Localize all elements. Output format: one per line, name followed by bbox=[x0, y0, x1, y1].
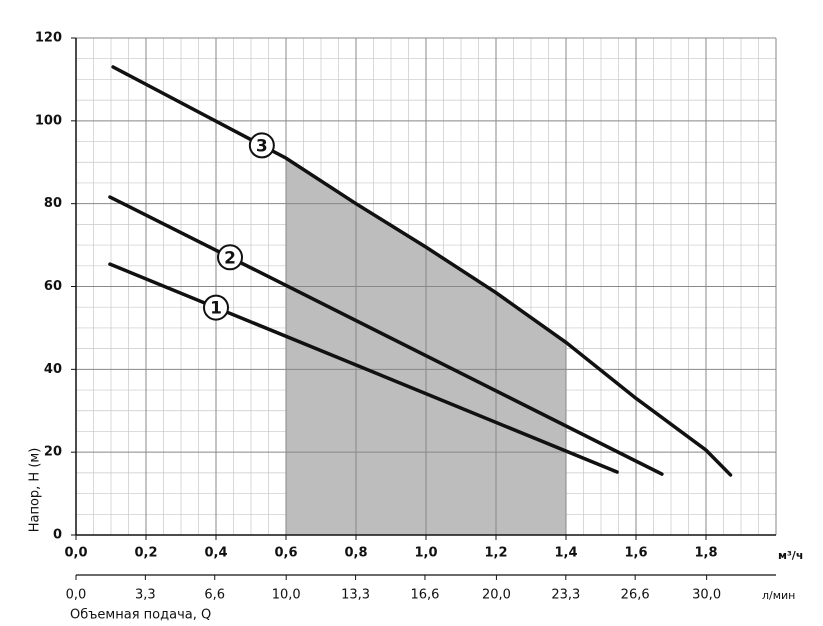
curve-label: 1 bbox=[210, 299, 222, 319]
x2-tick-label: 10,0 bbox=[272, 588, 301, 603]
x2-tick-label: 16,6 bbox=[410, 588, 439, 603]
y-tick-label: 40 bbox=[44, 362, 62, 377]
curve-label-circle bbox=[248, 132, 275, 159]
x-tick-label: 1,6 bbox=[624, 546, 647, 561]
y-tick-label: 80 bbox=[44, 196, 62, 211]
curve-label: 3 bbox=[256, 136, 268, 156]
x-tick-label: 1,4 bbox=[554, 546, 577, 561]
curve-label-circle bbox=[203, 294, 229, 321]
x-unit: м³/ч bbox=[778, 549, 803, 562]
y-axis-title: Напор, Н (м) bbox=[28, 448, 43, 533]
x2-unit: л/мин bbox=[762, 589, 795, 602]
x-axis-title: Объемная подача, Q bbox=[70, 608, 211, 623]
x-tick-label: 0,4 bbox=[204, 546, 227, 561]
x-tick-label: 0,6 bbox=[274, 546, 297, 561]
x-tick-label: 0,0 bbox=[64, 546, 87, 561]
y-tick-label: 120 bbox=[35, 31, 62, 46]
x2-tick-label: 26,6 bbox=[621, 588, 650, 603]
x-tick-label: 1,0 bbox=[414, 546, 437, 561]
x2-tick-label: 0,0 bbox=[66, 588, 87, 603]
x2-tick-label: 30,0 bbox=[692, 588, 721, 603]
x2-tick-label: 13,3 bbox=[341, 588, 370, 603]
x-tick-label: 1,2 bbox=[484, 546, 507, 561]
x2-tick-label: 3,3 bbox=[135, 588, 156, 603]
x2-tick-label: 20,0 bbox=[482, 588, 511, 603]
y-tick-label: 60 bbox=[44, 279, 62, 294]
y-tick-label: 0 bbox=[53, 528, 62, 543]
curve bbox=[108, 262, 619, 474]
x-tick-label: 1,8 bbox=[694, 546, 717, 561]
y-tick-label: 20 bbox=[44, 445, 62, 460]
y-tick-label: 100 bbox=[35, 113, 62, 128]
curve bbox=[108, 195, 664, 476]
x-tick-label: 0,8 bbox=[344, 546, 367, 561]
x-tick-label: 0,2 bbox=[134, 546, 157, 561]
x2-tick-label: 6,6 bbox=[204, 588, 225, 603]
x2-tick-label: 23,3 bbox=[551, 588, 580, 603]
curve bbox=[111, 65, 733, 477]
curve-label-circle bbox=[217, 244, 243, 271]
curve-label: 2 bbox=[224, 248, 236, 268]
